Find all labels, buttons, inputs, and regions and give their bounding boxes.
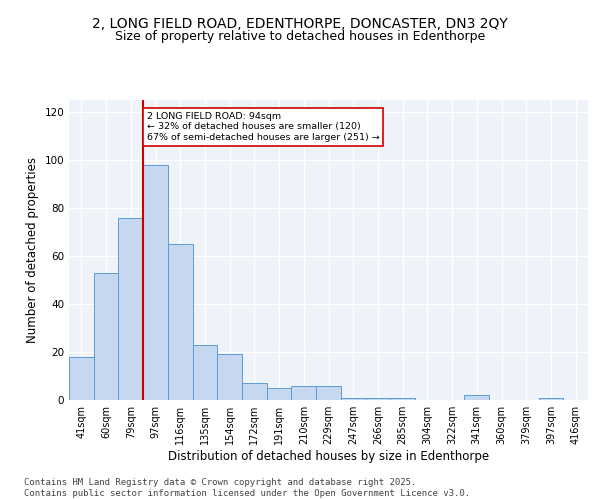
Bar (267, 388, 292, 400)
Bar (539, 398, 563, 400)
Bar (94, 273, 118, 400)
X-axis label: Distribution of detached houses by size in Edenthorpe: Distribution of detached houses by size … (168, 450, 489, 463)
Bar (341, 398, 365, 400)
Bar (464, 395, 489, 400)
Bar (390, 398, 415, 400)
Bar (292, 386, 316, 400)
Text: Size of property relative to detached houses in Edenthorpe: Size of property relative to detached ho… (115, 30, 485, 43)
Text: Contains HM Land Registry data © Crown copyright and database right 2025.
Contai: Contains HM Land Registry data © Crown c… (24, 478, 470, 498)
Text: 2, LONG FIELD ROAD, EDENTHORPE, DONCASTER, DN3 2QY: 2, LONG FIELD ROAD, EDENTHORPE, DONCASTE… (92, 18, 508, 32)
Bar (69, 357, 94, 400)
Bar (365, 398, 390, 400)
Bar (143, 165, 168, 400)
Bar (118, 218, 143, 400)
Bar (217, 354, 242, 400)
Text: 2 LONG FIELD ROAD: 94sqm
← 32% of detached houses are smaller (120)
67% of semi-: 2 LONG FIELD ROAD: 94sqm ← 32% of detach… (147, 112, 380, 142)
Bar (168, 244, 193, 400)
Bar (242, 383, 267, 400)
Bar (316, 386, 341, 400)
Bar (193, 345, 217, 400)
Y-axis label: Number of detached properties: Number of detached properties (26, 157, 39, 343)
